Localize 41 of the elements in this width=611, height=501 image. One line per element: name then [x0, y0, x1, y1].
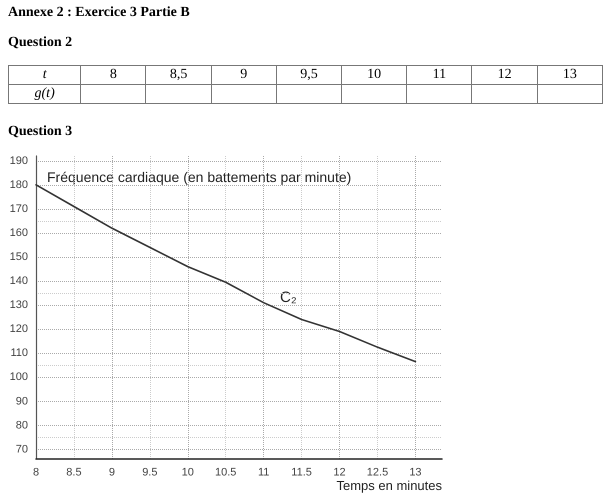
x-tick-label: 11	[258, 466, 270, 478]
text: 12	[472, 66, 538, 84]
x-tick-label: 8	[32, 466, 40, 478]
line-series	[35, 184, 416, 362]
x-tick-label: 13	[409, 466, 422, 478]
x-tick-label: 8.5	[66, 466, 82, 478]
y-tick-label: 120	[10, 323, 28, 336]
x-tick-label: 10.5	[215, 466, 236, 478]
chart-title: Annexe 2 : Exercice 3 Partie B	[8, 5, 190, 21]
y-tick-label: 180	[10, 178, 28, 191]
text: 8,5	[146, 66, 212, 84]
text: t	[8, 66, 81, 84]
y-tick-label: 160	[10, 226, 28, 239]
y-tick-label: 110	[10, 347, 28, 360]
x-tick-label: 10	[182, 466, 194, 478]
text: 9	[211, 66, 276, 84]
y-tick-label: 150	[10, 251, 28, 263]
y-tick-label: 170	[10, 202, 28, 215]
annotation: C₂	[280, 289, 297, 306]
x-tick-label: 9.5	[142, 466, 158, 478]
text: 11	[406, 66, 472, 84]
x-tick-label: 11.5	[291, 466, 312, 478]
y-tick-label: 100	[10, 371, 28, 384]
text: Question 2	[8, 35, 72, 51]
x-tick-label: 12	[333, 466, 346, 478]
y-tick-label: 80	[16, 419, 28, 432]
y-tick-label: 140	[10, 275, 28, 288]
y-tick-label: 70	[16, 443, 28, 456]
x-tick-label: 9	[108, 466, 115, 478]
y-axis-title: Fréquence cardiaque (en battements par minute)	[47, 169, 352, 185]
text: Question 3	[8, 124, 72, 140]
text: 13	[537, 66, 602, 84]
x-axis-title: Temps en minutes	[336, 478, 442, 493]
y-tick-label: 190	[10, 154, 28, 167]
x-tick-label: 12.5	[366, 466, 388, 478]
y-tick-label: 130	[10, 299, 28, 312]
y-tick-label: 90	[16, 395, 28, 408]
text: 10	[342, 66, 407, 84]
text: 9,5	[276, 66, 342, 84]
text: g(t)	[8, 84, 81, 104]
text: 8	[80, 66, 146, 84]
